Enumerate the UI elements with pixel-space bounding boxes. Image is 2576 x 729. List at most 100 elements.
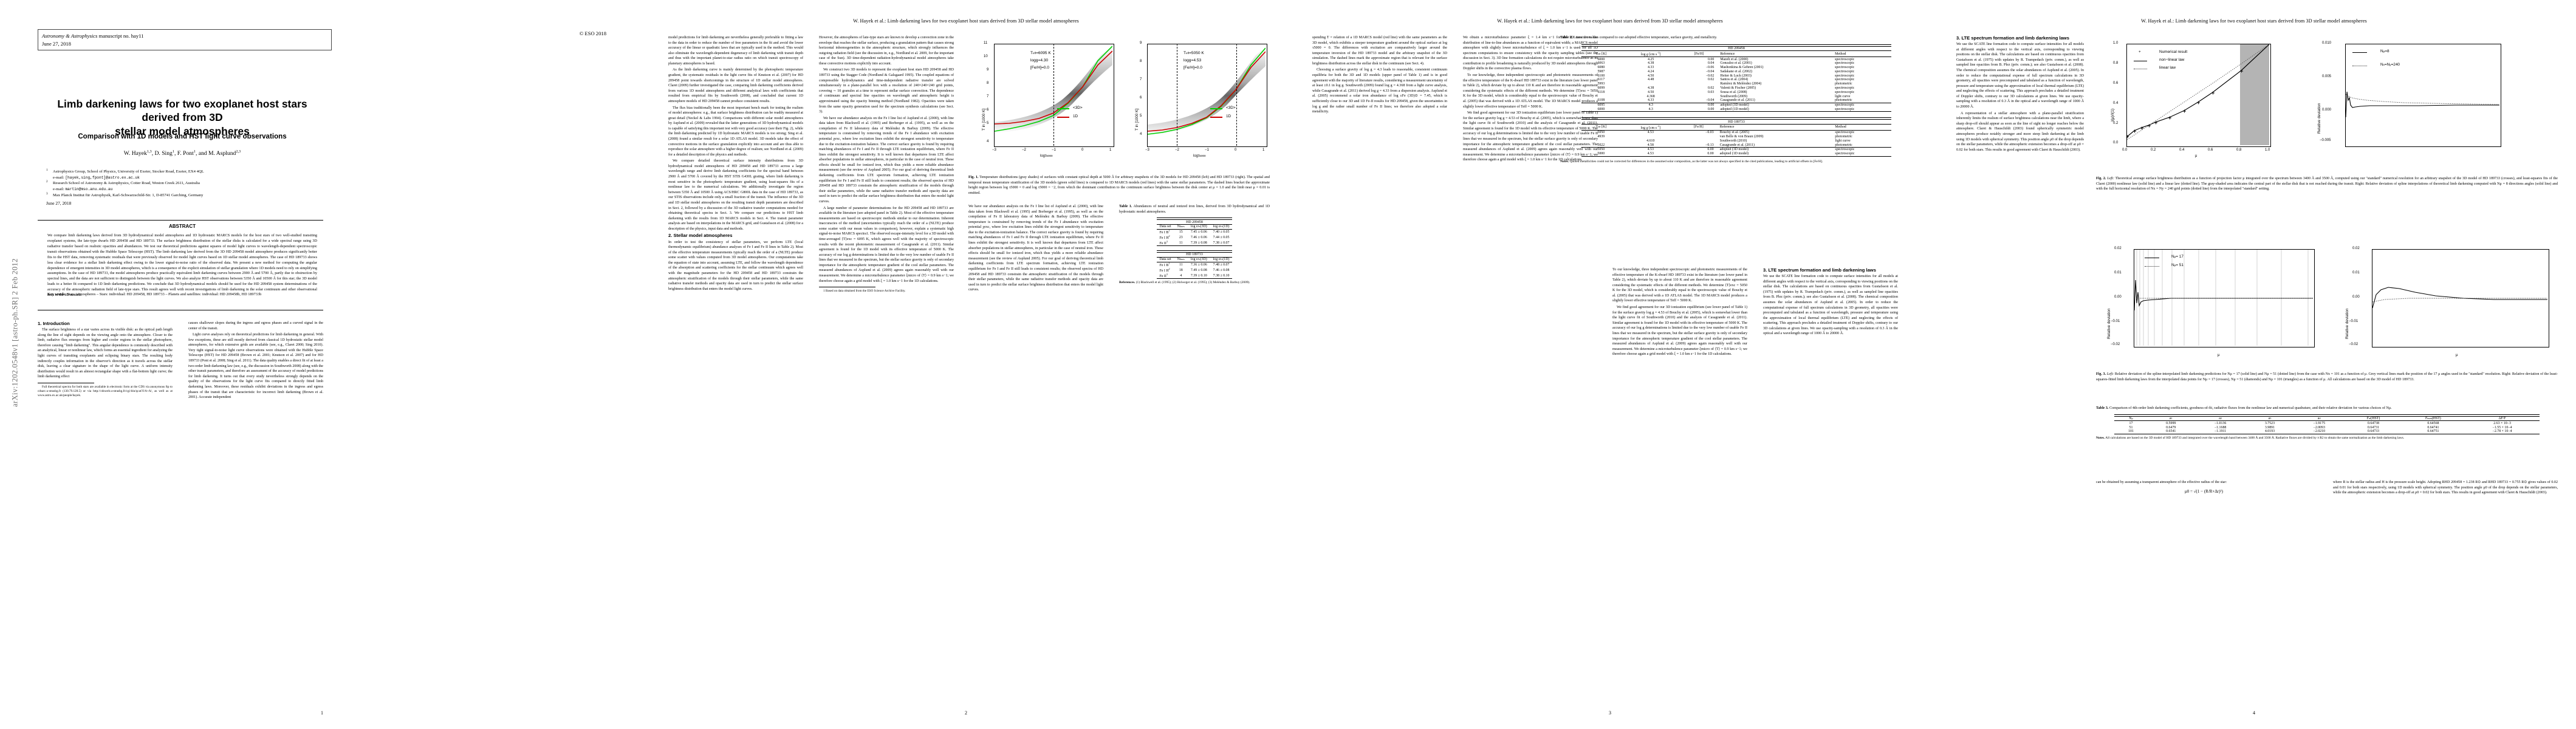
- y-tick: 0.000: [2322, 108, 2332, 112]
- figure-1-caption: Fig. 1. Temperature distributions (gray …: [968, 175, 1270, 196]
- col-header: Data set: [1156, 256, 1174, 262]
- col-header-teff: Teff [K]: [1581, 124, 1621, 131]
- figure-1-caption-text: Temperature distributions (gray shades) …: [968, 176, 1270, 195]
- x-axis-label: logτ5000: [1040, 154, 1053, 158]
- figure-2-left-curves: [2127, 44, 2269, 140]
- received-date: June 27, 2018: [46, 200, 72, 206]
- affiliation-item: 3 Max Planck Institut für Astrophysik, Ka…: [46, 192, 318, 199]
- table-3-label: Table 3.: [2096, 406, 2109, 410]
- legend-label-3d: <3D>: [1226, 106, 1236, 110]
- table-2-grid-hd189733: HD 189733 Teff [K] log g [cm s−2] [Fe/H]…: [1581, 117, 1891, 157]
- cell: light curve: [1835, 139, 1851, 143]
- paragraph: We find good agreement for our 3D ioniza…: [1612, 306, 1747, 357]
- cell: spectroscopic: [1832, 151, 1891, 157]
- y-tick: −0.01: [2349, 320, 2358, 323]
- cell: Gonzalez et al. (2001): [1720, 61, 1752, 66]
- figure-2-left-marker: Left:: [2107, 177, 2114, 180]
- y-tick: 0.2: [2113, 122, 2119, 125]
- affiliation-item: 2 Research School of Astronomy & Astrophy…: [46, 180, 318, 192]
- y-axis-label: T in [1000 K]: [982, 108, 986, 131]
- email-address[interactable]: [hayek,sing,fpont]@astro.ex.ac.uk: [65, 175, 140, 180]
- table-2-group-title: HD 209458: [1728, 47, 1745, 51]
- cell: [1681, 82, 1718, 86]
- legend-swatch-3d: [1057, 108, 1069, 109]
- x-tick: 0: [1235, 148, 1237, 152]
- cell: 4.610: [1646, 139, 1655, 143]
- cell: 6000: [1581, 107, 1621, 112]
- cell: photometric: [1835, 82, 1852, 86]
- table-1-caption: Table 1. Abundances of neutral and ioniz…: [1119, 204, 1270, 214]
- plot-frame: [2372, 249, 2549, 347]
- legend-marker-numerical: +: [2139, 50, 2141, 54]
- figure-2-caption: Fig. 2. Left: Theoretical average surfac…: [2096, 176, 2558, 192]
- cell: Southworth (2009): [1720, 94, 1747, 98]
- legend-swatch-3d: [1210, 108, 1222, 109]
- keywords-label: Key words.: [47, 292, 66, 296]
- cell: light curve: [1835, 94, 1851, 98]
- author-2-affil: 1: [172, 149, 174, 154]
- figure-1-right-curves: [1148, 47, 1266, 135]
- legend-label-nmu51: Nμ= 51: [2171, 263, 2184, 267]
- cell: spectroscopic: [1835, 90, 1855, 94]
- x-tick: 0.4: [2179, 148, 2185, 152]
- cell: 4.53: [1620, 151, 1681, 157]
- y-tick: 4: [1140, 132, 1142, 136]
- plot-frame: [2345, 44, 2501, 147]
- cell: Sousa et al. (2008): [1720, 90, 1747, 94]
- keywords-block: Key words. Stars: atmospheres – Stars: i…: [47, 292, 317, 297]
- cell: −2.0210: [2293, 429, 2346, 434]
- paragraph: We compare detailed theoretical surface …: [668, 159, 803, 231]
- page-number: 3: [1609, 710, 1611, 716]
- cell: Casagrande et al. (2011): [1717, 98, 1832, 103]
- col-header-reference: Reference: [1716, 124, 1832, 131]
- cell: spectroscopic: [1835, 61, 1855, 66]
- cell: 4.58: [1620, 143, 1681, 148]
- cell: Ramírez & Meléndez (2004): [1720, 82, 1762, 86]
- references-text: (1) Blackwell et al. (1995); (2) Holwege…: [1136, 280, 1250, 284]
- cell: Southworth (2010): [1719, 139, 1747, 143]
- journal-masthead: Astronomy & Astrophysics manuscript no. …: [38, 29, 332, 50]
- table-1-references: References. (1) Blackwell et al. (1995);…: [1119, 281, 1270, 286]
- y-tick: −0.02: [2349, 343, 2358, 346]
- cell: 6118: [1597, 90, 1605, 94]
- cell: adopted (1D model): [1716, 151, 1832, 157]
- figure-3-caption: Fig. 3. Left: Relative deviation of the …: [2096, 372, 2558, 382]
- cell: spectroscopic: [1832, 107, 1891, 112]
- rule: [1581, 44, 1891, 47]
- legend-label-nonlinear: non−linear law: [2159, 58, 2185, 62]
- plot-frame: [1147, 44, 1267, 147]
- notes-label: Notes.: [1560, 159, 1569, 163]
- y-tick: −0.01: [2111, 320, 2120, 323]
- paragraph: We use the SCATE line formation code to …: [1763, 275, 1898, 336]
- cell: −0.04: [1680, 98, 1718, 103]
- col-header: log εFe(1D): [1210, 224, 1233, 230]
- paragraph: A representation of a stellar atmosphere…: [1956, 111, 2084, 152]
- table-1-label: Table 1.: [1119, 205, 1132, 208]
- col-header: ΔF/F: [2498, 417, 2506, 421]
- page4-column-2: where R is the stellar radius and H is t…: [2333, 480, 2558, 680]
- arxiv-stamp: arXiv:1202.0548v1 [astro-ph.SR] 2 Feb 20…: [10, 258, 19, 407]
- y-tick: 5: [987, 122, 989, 125]
- author-2: , D. Sing: [151, 150, 173, 157]
- cell: 4.53: [1647, 148, 1654, 152]
- cell: 15: [1174, 228, 1188, 235]
- cell: 0.64738: [2345, 420, 2402, 426]
- y-tick: 4: [987, 140, 989, 143]
- cell: 0.03: [1708, 90, 1714, 94]
- cell: 7.48 ± 0.07: [1210, 261, 1233, 268]
- cell: 0.02: [1708, 86, 1714, 91]
- y-tick: 8: [1140, 60, 1142, 63]
- page-4: W. Hayek et al.: Limb darkening laws for…: [1932, 0, 2576, 729]
- page3-column-1: spending T = relation of a 1D MARCS mode…: [1312, 35, 1447, 679]
- paragraph: However, the atmospheres of late-type st…: [819, 36, 954, 66]
- paragraph: The flux bias traditionally been the mos…: [668, 106, 803, 157]
- annotation-logg: logg=4.30: [1030, 58, 1049, 63]
- cell: spectroscopic: [1835, 86, 1855, 91]
- y-tick: 7: [1140, 78, 1142, 81]
- cell: 11: [1174, 261, 1188, 268]
- legend-swatch-nmu8: [2352, 52, 2367, 53]
- y-tick: 0.02: [2114, 247, 2122, 250]
- table-3-caption-text: Comparison of 4th-order limb darkening c…: [2109, 406, 2392, 410]
- email-address[interactable]: martin@mso.anu.edu.au: [65, 187, 113, 192]
- x-axis-label: logτ5000: [1193, 154, 1206, 158]
